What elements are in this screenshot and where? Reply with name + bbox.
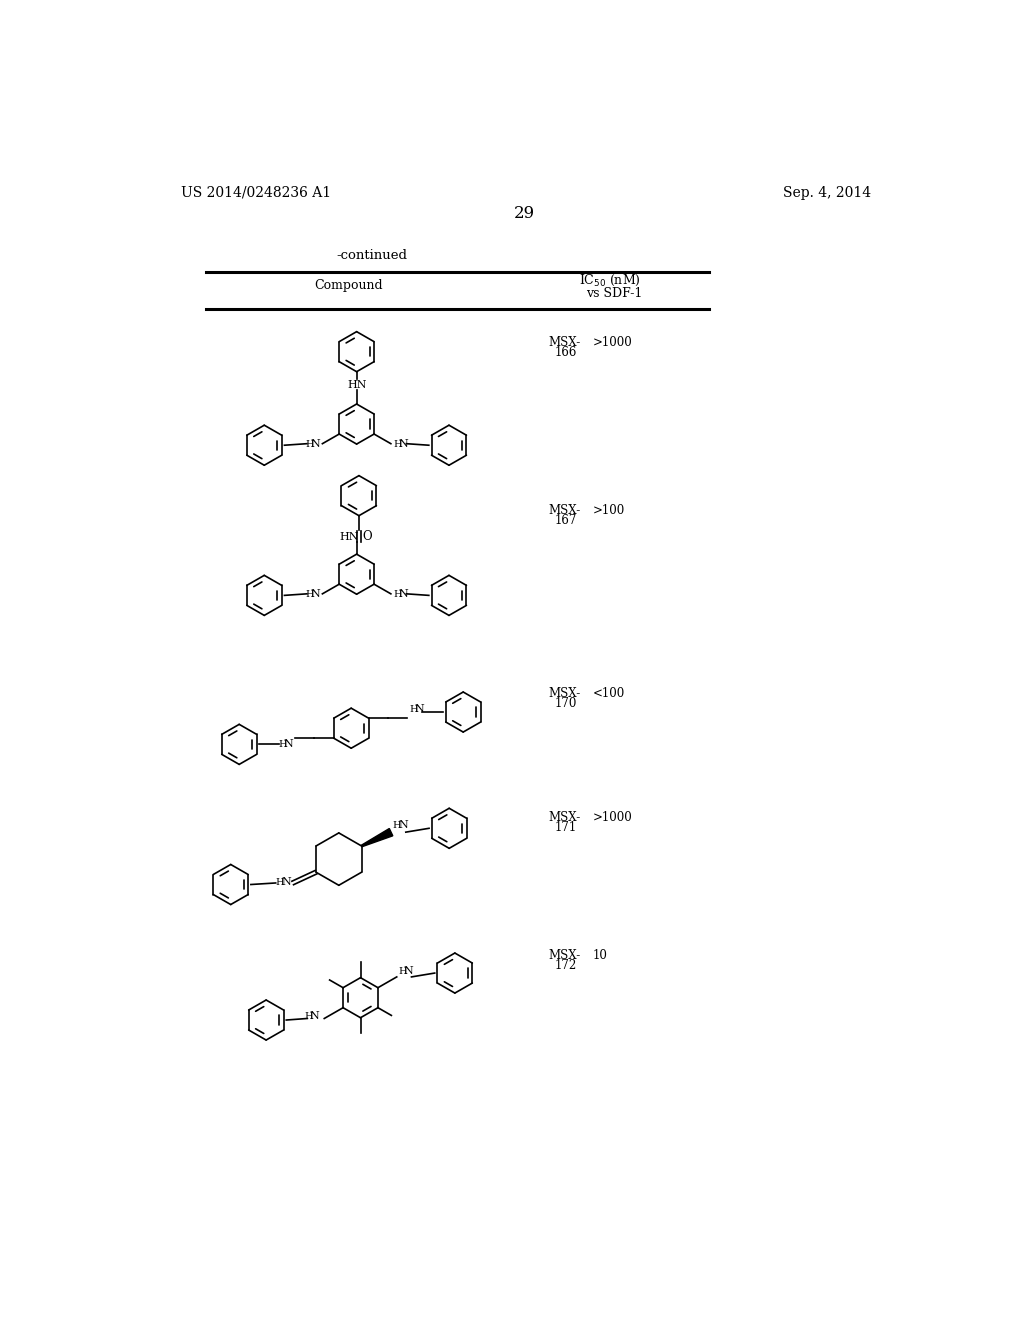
Text: N: N xyxy=(284,739,293,748)
Text: US 2014/0248236 A1: US 2014/0248236 A1 xyxy=(180,186,331,199)
Text: N: N xyxy=(398,589,409,599)
Text: N: N xyxy=(398,820,408,830)
Text: 167: 167 xyxy=(554,515,577,527)
Text: H: H xyxy=(278,739,287,748)
Text: 10: 10 xyxy=(593,949,608,962)
Text: N: N xyxy=(310,438,321,449)
Polygon shape xyxy=(361,829,393,846)
Text: N: N xyxy=(403,966,414,975)
Text: >100: >100 xyxy=(593,504,626,517)
Text: O: O xyxy=(362,529,373,543)
Text: H: H xyxy=(393,590,401,599)
Text: N: N xyxy=(398,438,409,449)
Text: <100: <100 xyxy=(593,688,626,701)
Text: 166: 166 xyxy=(554,346,577,359)
Text: Sep. 4, 2014: Sep. 4, 2014 xyxy=(783,186,871,199)
Text: H: H xyxy=(304,1012,312,1022)
Text: HN: HN xyxy=(347,380,367,389)
Text: H: H xyxy=(393,440,401,449)
Text: -continued: -continued xyxy=(337,248,408,261)
Text: N: N xyxy=(282,878,291,887)
Text: MSX-: MSX- xyxy=(548,810,581,824)
Text: >1000: >1000 xyxy=(593,335,633,348)
Text: HN: HN xyxy=(340,532,359,541)
Text: H: H xyxy=(409,705,418,714)
Text: Compound: Compound xyxy=(314,280,383,292)
Text: IC$_{50}$ (nM): IC$_{50}$ (nM) xyxy=(580,273,641,288)
Text: MSX-: MSX- xyxy=(548,335,581,348)
Text: N: N xyxy=(310,589,321,599)
Text: vs SDF-1: vs SDF-1 xyxy=(587,286,643,300)
Text: H: H xyxy=(398,966,407,975)
Text: >1000: >1000 xyxy=(593,810,633,824)
Text: H: H xyxy=(392,821,401,830)
Text: H: H xyxy=(305,590,314,599)
Text: MSX-: MSX- xyxy=(548,688,581,701)
Text: 172: 172 xyxy=(554,960,577,973)
Text: MSX-: MSX- xyxy=(548,949,581,962)
Text: 171: 171 xyxy=(554,821,577,834)
Text: 170: 170 xyxy=(554,697,577,710)
Text: N: N xyxy=(309,1011,319,1022)
Text: N: N xyxy=(415,704,424,714)
Text: H: H xyxy=(275,878,285,887)
Text: MSX-: MSX- xyxy=(548,504,581,517)
Text: H: H xyxy=(305,440,314,449)
Text: 29: 29 xyxy=(514,206,536,223)
